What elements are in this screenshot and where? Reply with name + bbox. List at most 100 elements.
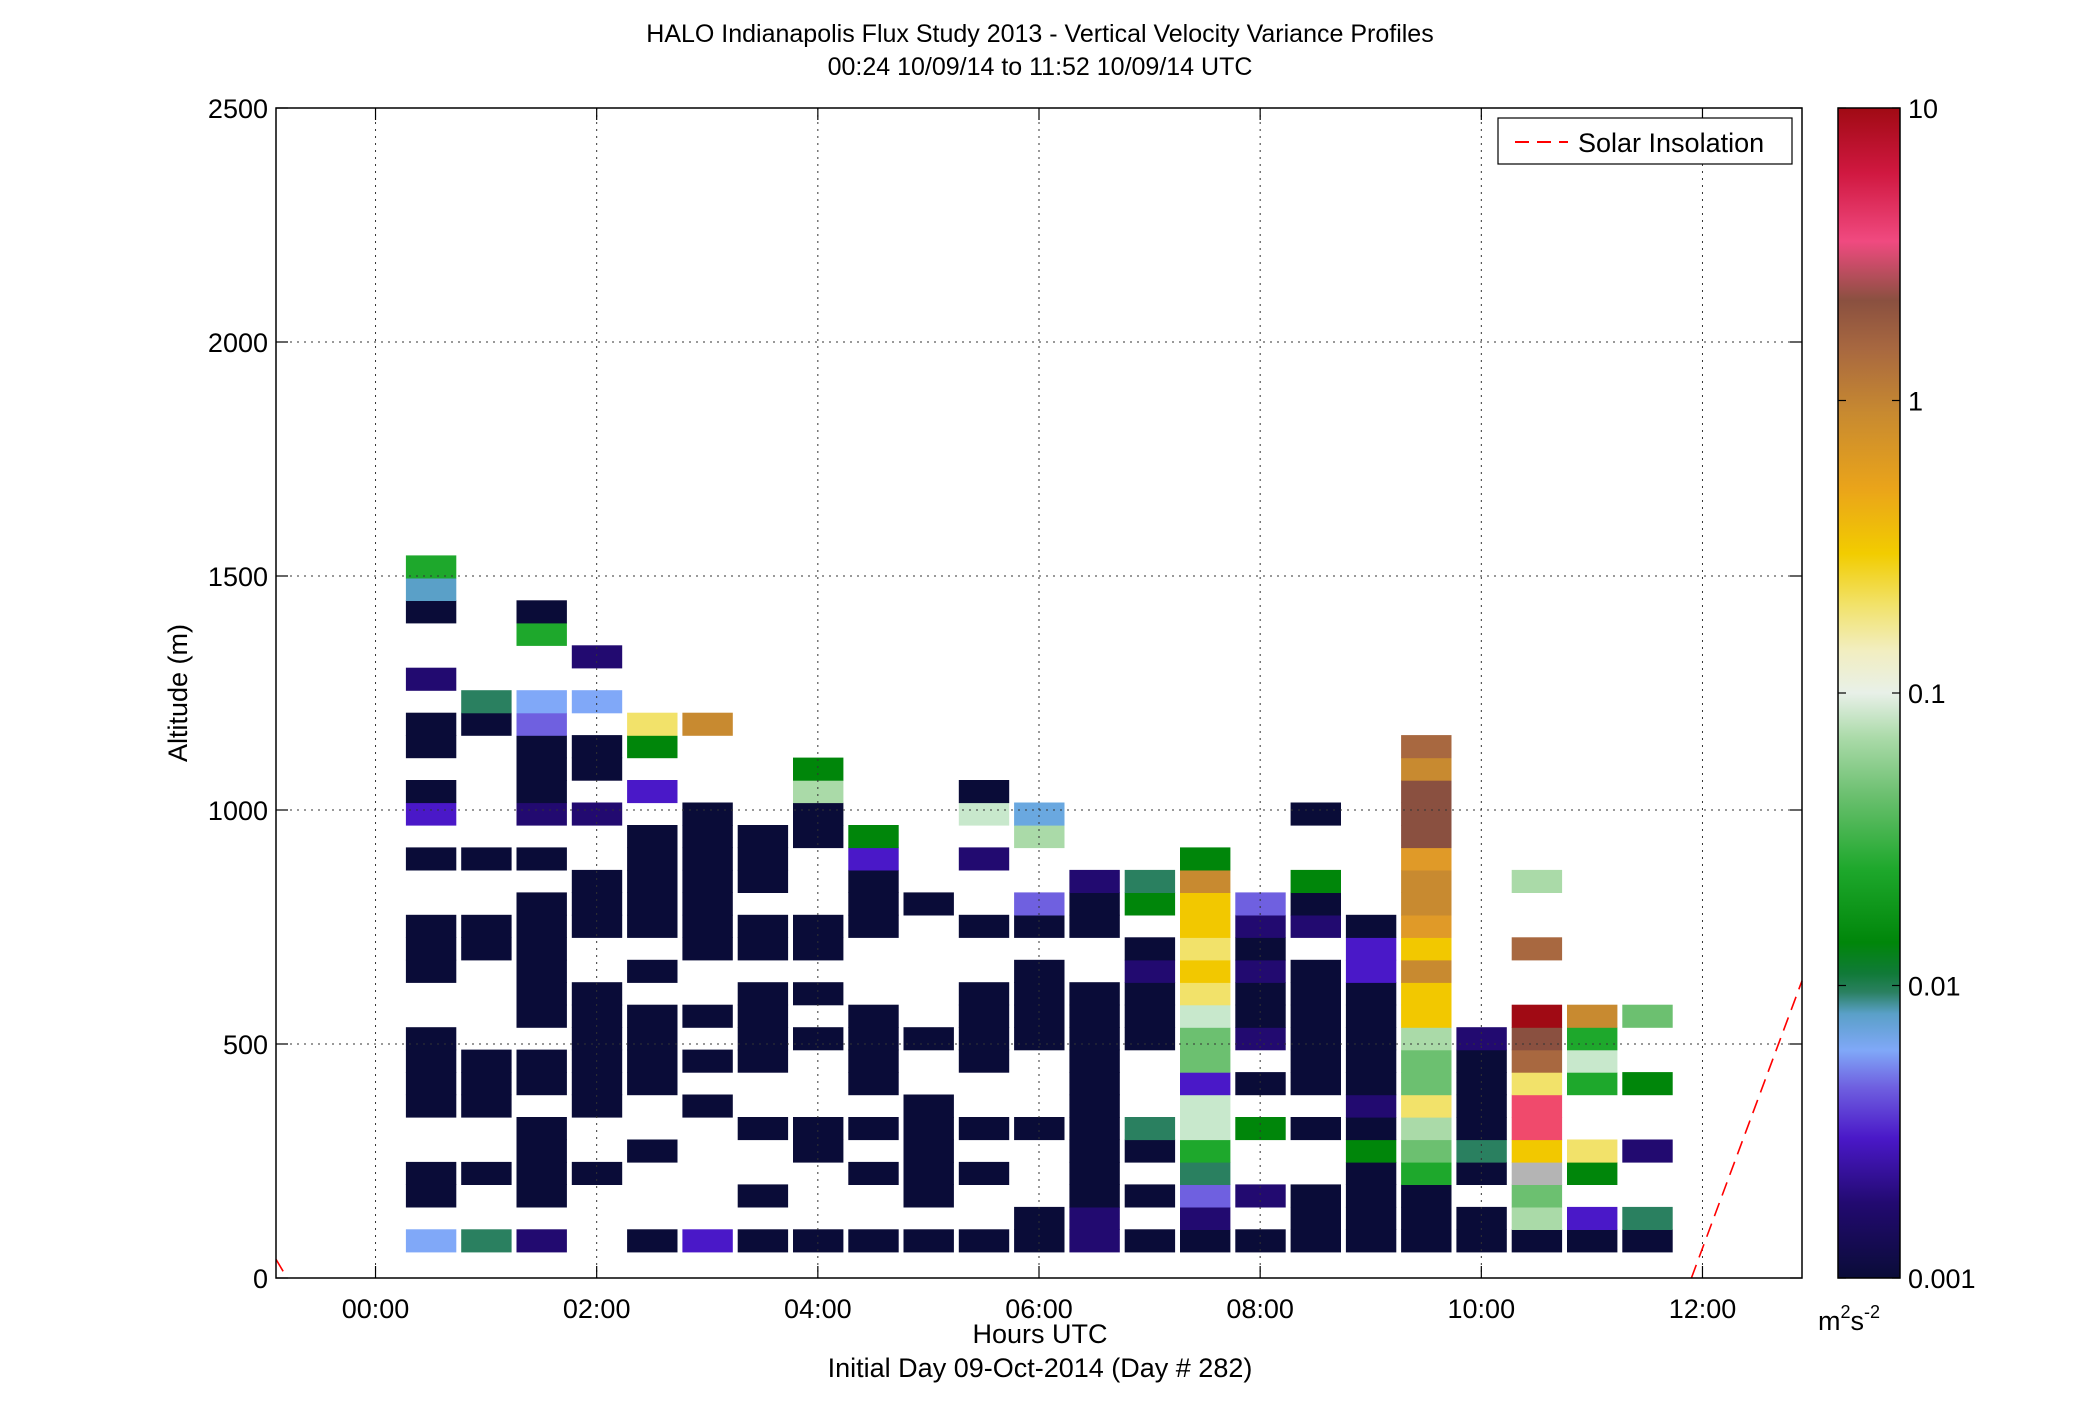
heatmap-cell [627,847,678,871]
x-tick-label: 08:00 [1226,1294,1294,1324]
heatmap-cell [1345,1229,1397,1253]
heatmap-cell [516,757,567,781]
y-axis-ticks: 0 500 1000 1500 2000 2500 [208,94,1802,1294]
heatmap-cell [793,914,844,938]
heatmap-cell [627,914,678,938]
heatmap-cell [571,645,623,669]
heatmap-cell [1567,1229,1618,1253]
heatmap-cell [516,802,567,826]
heatmap-cell [1511,1206,1563,1230]
heatmap-cell [903,1094,954,1118]
heatmap-cell [1401,1072,1452,1096]
heatmap-cell [1124,1117,1176,1141]
heatmap-cell [903,1139,954,1163]
heatmap-cell [516,735,567,759]
heatmap-cell [1401,914,1452,938]
heatmap-cell [1235,1184,1286,1208]
heatmap-cell [571,914,623,938]
heatmap-cell [461,690,512,714]
solar-line-segment [1690,980,1803,1279]
heatmap-cell [627,1072,678,1096]
heatmap-cell [793,982,844,1006]
heatmap-cell [1180,1004,1231,1028]
heatmap-cell [1290,1229,1341,1253]
heatmap-cell [1511,1072,1563,1096]
heatmap-cell [848,847,899,871]
legend-box: Solar Insolation [1497,117,1793,165]
x-axis-sublabel: Initial Day 09-Oct-2014 (Day # 282) [828,1353,1253,1383]
heatmap-cell [737,1004,789,1028]
heatmap-cell [1456,1117,1507,1141]
heatmap-cell [1069,1206,1120,1230]
heatmap-cell [1180,959,1231,983]
heatmap-cell [571,869,623,893]
heatmap-cell [1069,982,1120,1006]
heatmap-cell [1235,1004,1286,1028]
heatmap-cell [1014,982,1065,1006]
heatmap-cell [1014,1027,1065,1051]
heatmap-cell [1456,1072,1507,1096]
x-tick-label: 12:00 [1669,1294,1737,1324]
heatmap-cell [1345,1072,1397,1096]
heatmap-cell [1014,892,1065,916]
heatmap-cell [1235,1229,1286,1253]
heatmap-cell [405,667,457,691]
heatmap-cell [1180,1117,1231,1141]
heatmap-cell [848,892,899,916]
heatmap-cell [516,622,567,646]
heatmap-cell [571,982,623,1006]
heatmap-cell [682,914,733,938]
heatmap-cell [1345,1139,1397,1163]
heatmap-cell [405,1094,457,1118]
heatmap-cell [627,712,678,736]
solar-insolation-line [275,980,1803,1279]
heatmap-cell [1069,1027,1120,1051]
heatmap-cell [682,869,733,893]
heatmap-cell [1180,1161,1231,1185]
heatmap-cell [461,847,512,871]
heatmap-cell [682,802,733,826]
heatmap-cell [516,712,567,736]
heatmap-cell [1345,1161,1397,1185]
heatmap-cell [1290,914,1341,938]
heatmap-cell [848,1004,899,1028]
heatmap-cell [1567,1072,1618,1096]
heatmap-cell [1456,1206,1507,1230]
heatmap-cell [1401,1094,1452,1118]
heatmap-cell [1511,937,1563,961]
heatmap-cell [1401,869,1452,893]
heatmap-cell [1345,1004,1397,1028]
heatmap-cell [1180,847,1231,871]
legend-label: Solar Insolation [1578,128,1764,158]
heatmap-cell [461,937,512,961]
heatmap-cell [516,780,567,804]
heatmap-cell [1235,892,1286,916]
heatmap-cell [516,1139,567,1163]
heatmap-cell [571,1072,623,1096]
heatmap-cell [405,735,457,759]
heatmap-cell [461,1161,512,1185]
heatmap-cell [1511,1139,1563,1163]
heatmap-cell [1567,1206,1618,1230]
x-tick-label: 06:00 [1005,1294,1073,1324]
heatmap-cell [1401,1117,1452,1141]
heatmap-cell [1567,1161,1618,1185]
heatmap-cell [1290,982,1341,1006]
heatmap-cell [682,1049,733,1073]
heatmap-cell [737,1027,789,1051]
heatmap-cell [958,982,1010,1006]
y-tick-label: 0 [253,1264,268,1294]
colorbar-unit: m2s-2 [1818,1302,1880,1336]
heatmap-cell [461,914,512,938]
heatmap-cell [737,914,789,938]
heatmap-cell [1511,1229,1563,1253]
heatmap-cell [1401,1139,1452,1163]
heatmap-cell [1124,1184,1176,1208]
heatmap-cell [737,982,789,1006]
heatmap-cell [1180,982,1231,1006]
heatmap-cell [682,1229,733,1253]
heatmap-cell [1345,1049,1397,1073]
heatmap-cell [793,1229,844,1253]
heatmap-cell [1567,1004,1618,1028]
